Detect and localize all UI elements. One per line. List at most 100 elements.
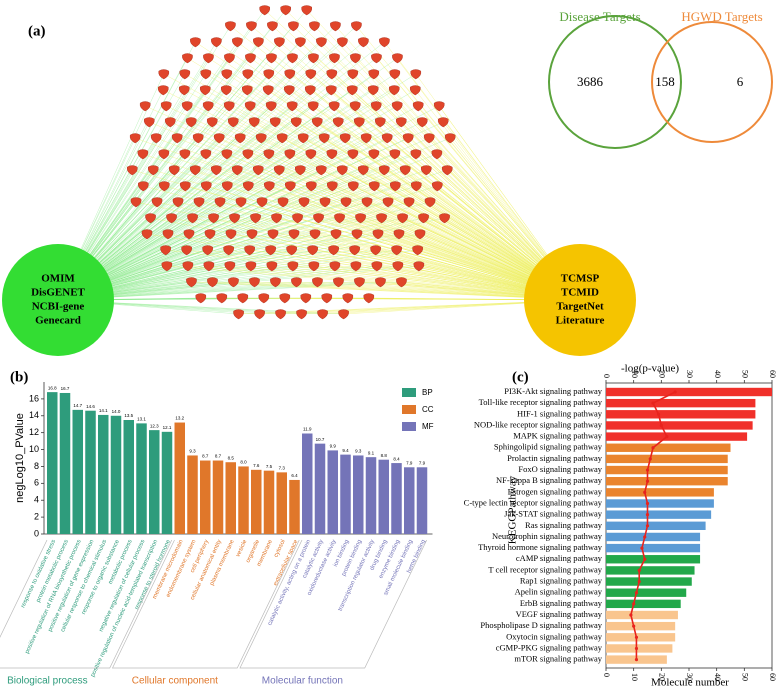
line-point (673, 390, 677, 394)
node (286, 101, 298, 112)
line-point (634, 591, 639, 595)
node (416, 117, 428, 128)
node (203, 261, 215, 272)
node (223, 245, 234, 256)
node (129, 133, 141, 144)
node (370, 245, 381, 256)
node (143, 117, 155, 128)
x-axis-label: Molecule number (651, 677, 729, 689)
node (396, 277, 407, 288)
bar (606, 566, 695, 575)
node (242, 69, 254, 80)
node (300, 293, 312, 304)
value-label: 7.6 (253, 463, 260, 468)
legend-swatch (402, 405, 416, 414)
node (290, 117, 302, 128)
bar (365, 457, 377, 534)
node (423, 133, 435, 144)
node (330, 229, 342, 240)
line-point (645, 513, 650, 517)
node (372, 229, 384, 240)
node (351, 229, 363, 240)
node (235, 197, 247, 208)
node (211, 37, 222, 48)
y-tick-label: 14 (29, 410, 39, 420)
node (158, 149, 170, 160)
hub-label: NCBI-gene (32, 301, 85, 313)
line-point (643, 535, 647, 539)
bar (174, 422, 185, 534)
node (179, 149, 191, 160)
node (329, 53, 340, 64)
node (330, 21, 341, 32)
node (267, 229, 279, 240)
node (193, 197, 205, 208)
node (307, 245, 318, 256)
bar (606, 421, 753, 430)
node (389, 149, 401, 160)
node (315, 165, 327, 176)
group-label: Biological process (7, 676, 88, 687)
node (363, 293, 375, 304)
line-point (637, 568, 641, 573)
y-tick-label: ErbB signaling pathway (520, 598, 603, 608)
node (200, 149, 212, 160)
y-tick-label: T cell receptor signaling pathway (488, 564, 602, 574)
bar (251, 469, 262, 534)
y-tick-label: 12 (29, 427, 39, 437)
node (237, 293, 249, 304)
venn-circle (651, 21, 773, 143)
node (254, 309, 265, 320)
node (274, 37, 285, 48)
node (178, 85, 190, 96)
node (301, 5, 313, 16)
node (389, 181, 401, 192)
node (382, 197, 394, 208)
node (263, 149, 275, 160)
bar (263, 470, 275, 534)
node (256, 197, 268, 208)
y-tick-label: HIF-1 signaling pathway (517, 408, 603, 418)
node (412, 245, 423, 256)
bar (187, 455, 198, 534)
bar (391, 463, 402, 534)
node (266, 53, 277, 64)
node (397, 213, 408, 224)
node (433, 101, 445, 112)
bar (289, 479, 300, 534)
hub-label: TCMSP (561, 273, 600, 285)
y-tick-label: 10 (29, 444, 39, 454)
node (287, 53, 298, 64)
bar (353, 455, 364, 534)
node (403, 197, 415, 208)
node (350, 261, 362, 272)
node (410, 149, 422, 160)
network: OMIM DisGENET NCBI-gene Genecard TCMSP TCMID T… (2, 5, 636, 356)
x2-tick-label: 20 (657, 370, 666, 378)
hub-label: Literature (556, 315, 605, 327)
line-point (665, 435, 669, 439)
x2-tick-label: 10 (630, 370, 639, 378)
bar (606, 555, 701, 564)
legend-label: CC (422, 405, 434, 414)
node (361, 197, 373, 208)
node (288, 229, 300, 240)
bar (606, 532, 701, 542)
panel-label: (b) (10, 369, 28, 385)
bar (606, 577, 692, 586)
node (367, 85, 379, 96)
node (207, 277, 218, 288)
value-label: 13.5 (124, 413, 133, 418)
y-tick-label: PI3K-Akt signaling pathway (504, 386, 602, 396)
node (371, 261, 383, 272)
legend-swatch (402, 388, 416, 397)
node (231, 165, 243, 176)
bar (302, 433, 313, 534)
node (150, 133, 162, 144)
bar (314, 443, 326, 534)
bar (340, 454, 351, 534)
line-point (659, 423, 663, 428)
value-label: 14.7 (73, 403, 82, 408)
node (263, 69, 275, 80)
node (220, 85, 232, 96)
